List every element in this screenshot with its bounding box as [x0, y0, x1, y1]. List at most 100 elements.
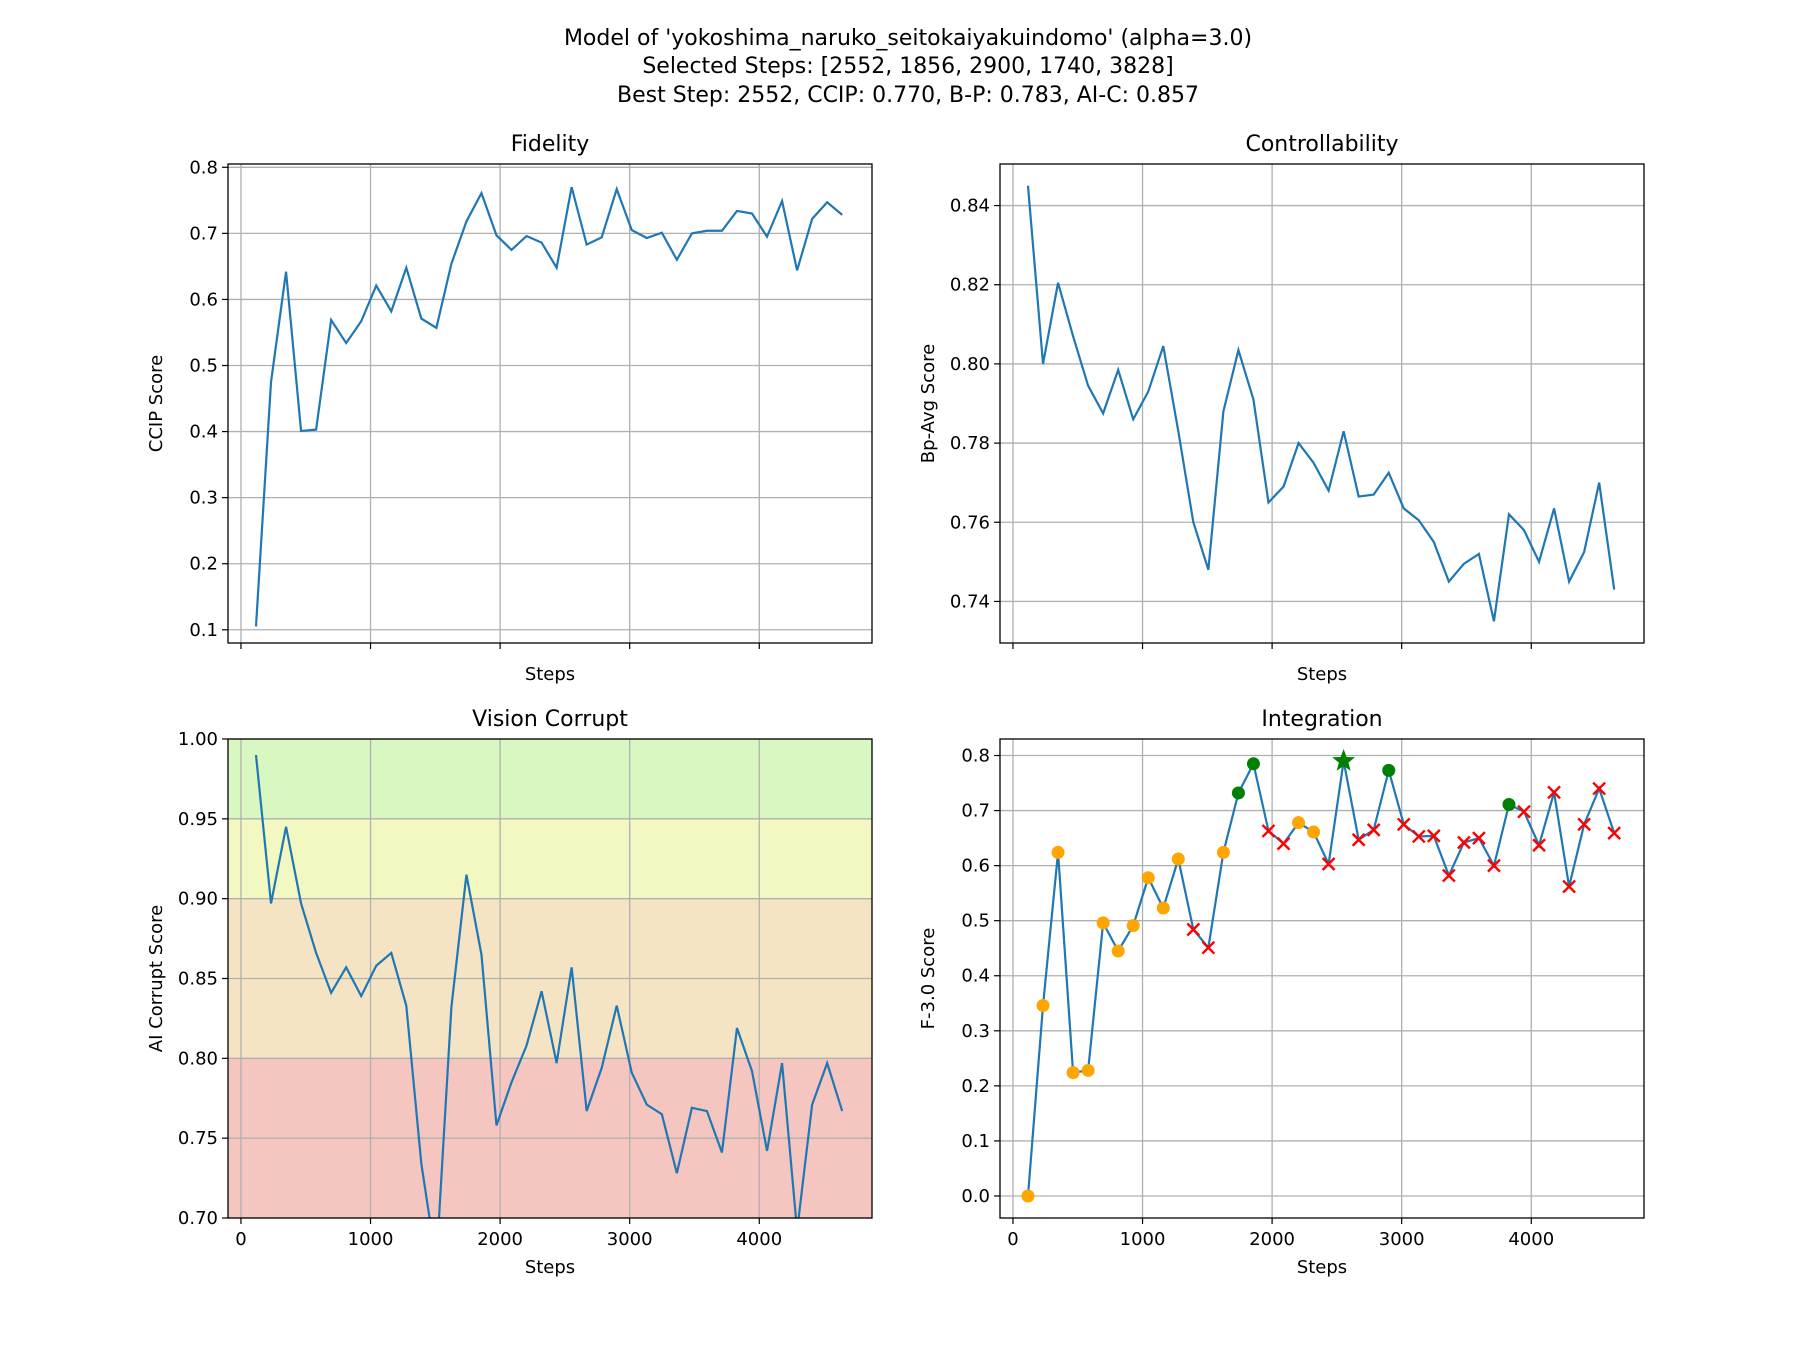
- figure-title-line-1: Model of 'yokoshima_naruko_seitokaiyakui…: [564, 26, 1252, 51]
- integration-cross-stroke-b-31: [1487, 858, 1501, 873]
- integration-cross-stroke-b-38: [1592, 781, 1607, 796]
- fidelity-ytick-label-1: 0.2: [189, 554, 218, 575]
- integration-cross-stroke-b-23: [1366, 822, 1381, 837]
- integration-cross-stroke-b-36: [1562, 879, 1576, 894]
- vision-corrupt-band-1: [228, 818, 872, 899]
- integration-point-cross-27: [1426, 829, 1441, 843]
- integration-point-cross-39: [1607, 826, 1622, 840]
- integration-xtick-label-0: 0: [1007, 1229, 1018, 1250]
- integration-ytick-label-7: 0.7: [961, 801, 990, 822]
- integration-point-dot-6: [1111, 944, 1125, 958]
- fidelity-ytick-label-4: 0.5: [189, 356, 218, 377]
- vision-corrupt-xtick-label-3: 3000: [607, 1229, 653, 1250]
- figure-title-line-3: Best Step: 2552, CCIP: 0.770, B-P: 0.783…: [617, 83, 1199, 108]
- controllability-chart: 0.74 0.76 0.78 0.80 0.82 0.84 Controllability S…: [918, 132, 1645, 685]
- integration-cross-stroke-b-22: [1351, 832, 1366, 847]
- integration-point-dot-9: [1156, 901, 1170, 915]
- vision-corrupt-xtick-label-4: 4000: [736, 1229, 782, 1250]
- integration-point-selected-32: [1502, 798, 1516, 812]
- integration-point-cross-17: [1276, 836, 1291, 851]
- integration-point-cross-23: [1366, 822, 1381, 837]
- controllability-ytick-label-2: 0.78: [950, 433, 990, 454]
- integration-point-selected-15: [1246, 757, 1260, 771]
- integration-point-cross-20: [1321, 857, 1336, 871]
- integration-ylabel: F-3.0 Score: [918, 928, 939, 1030]
- charts-container: 0.1 0.2 0.3 0.4 0.5 0.6 0.7 0.8 Fidelity Steps CCI…: [146, 132, 1645, 1278]
- fidelity-ytick-label-0: 0.1: [189, 620, 218, 641]
- integration-point-cross-34: [1532, 838, 1546, 853]
- fidelity-ylabel: CCIP Score: [146, 355, 167, 452]
- vision-corrupt-xtick-label-2: 2000: [477, 1229, 523, 1250]
- integration-xtick-label-2: 2000: [1249, 1229, 1295, 1250]
- integration-point-dot-4: [1081, 1063, 1095, 1077]
- integration-point-cross-31: [1487, 858, 1501, 873]
- integration-ytick-label-0: 0.0: [961, 1186, 990, 1207]
- integration-point-selected-14: [1231, 786, 1245, 800]
- integration-point-cross-28: [1442, 868, 1456, 883]
- integration-point-cross-16: [1261, 824, 1276, 838]
- integration-ytick-label-8: 0.8: [961, 746, 990, 767]
- integration-point-dot-1: [1036, 998, 1050, 1012]
- integration-point-dot-2: [1051, 845, 1065, 859]
- integration-ytick-label-5: 0.5: [961, 911, 990, 932]
- integration-point-cross-36: [1562, 879, 1576, 894]
- integration-point-cross-22: [1351, 832, 1366, 847]
- integration-point-dot-18: [1292, 816, 1306, 830]
- integration-cross-stroke-b-25: [1396, 817, 1411, 832]
- integration-xtick-label-4: 4000: [1508, 1229, 1554, 1250]
- fidelity-axes-frame: [227, 163, 873, 644]
- vision-corrupt-ytick-label-0: 0.70: [178, 1208, 218, 1229]
- integration-xlabel: Steps: [1297, 1257, 1347, 1278]
- controllability-ytick-label-1: 0.76: [950, 512, 990, 533]
- vision-corrupt-xtick-label-1: 1000: [348, 1229, 394, 1250]
- integration-point-cross-25: [1396, 817, 1411, 832]
- integration-xtick-label-1: 1000: [1120, 1229, 1166, 1250]
- integration-cross-stroke-b-20: [1321, 857, 1336, 871]
- controllability-ytick-label-3: 0.80: [950, 354, 990, 375]
- integration-series-line: [1026, 760, 1616, 1197]
- vision-corrupt-chart: 0 1000 2000 3000 4000 0.70 0.75 0.80 0.85 0.90 0.9…: [146, 707, 873, 1278]
- integration-point-cross-37: [1577, 817, 1591, 832]
- controllability-ytick-label-4: 0.82: [950, 275, 990, 296]
- integration-ytick-label-4: 0.4: [961, 966, 990, 987]
- integration-point-dot-13: [1216, 845, 1230, 859]
- integration-point-best-star: [1332, 749, 1356, 771]
- integration-cross-stroke-b-17: [1276, 836, 1291, 851]
- fidelity-chart: 0.1 0.2 0.3 0.4 0.5 0.6 0.7 0.8 Fidelity Steps CCI…: [146, 132, 873, 685]
- integration-cross-stroke-b-34: [1532, 838, 1546, 853]
- vision-corrupt-ytick-label-6: 1.00: [178, 729, 218, 750]
- integration-point-cross-38: [1592, 781, 1607, 796]
- integration-point-cross-26: [1411, 829, 1426, 844]
- integration-point-cross-11: [1186, 922, 1201, 937]
- controllability-xlabel: Steps: [1297, 664, 1347, 685]
- integration-point-selected-24: [1382, 763, 1396, 777]
- integration-cross-stroke-b-28: [1442, 868, 1456, 883]
- vision-corrupt-ytick-label-1: 0.75: [178, 1128, 218, 1149]
- fidelity-xlabel: Steps: [525, 664, 575, 685]
- fidelity-ytick-label-5: 0.6: [189, 289, 218, 310]
- vision-corrupt-title: Vision Corrupt: [472, 707, 628, 732]
- vision-corrupt-ytick-label-4: 0.90: [178, 889, 218, 910]
- integration-cross-stroke-b-12: [1201, 940, 1216, 955]
- integration-cross-stroke-b-29: [1457, 835, 1471, 850]
- integration-ytick-label-3: 0.3: [961, 1021, 990, 1042]
- controllability-series-line: [1026, 185, 1616, 622]
- integration-cross-stroke-b-35: [1547, 785, 1561, 800]
- vision-corrupt-ytick-label-3: 0.85: [178, 969, 218, 990]
- integration-cross-stroke-b-33: [1517, 804, 1531, 819]
- integration-point-cross-30: [1472, 831, 1486, 845]
- controllability-ytick-label-5: 0.84: [950, 196, 990, 217]
- integration-point-cross-12: [1201, 940, 1216, 955]
- integration-point-cross-29: [1457, 835, 1471, 850]
- integration-ytick-label-2: 0.2: [961, 1076, 990, 1097]
- fidelity-ytick-label-6: 0.7: [189, 223, 218, 244]
- integration-cross-stroke-b-30: [1472, 831, 1486, 845]
- controllability-ylabel: Bp-Avg Score: [918, 344, 939, 463]
- integration-cross-stroke-b-16: [1261, 824, 1276, 838]
- fidelity-ytick-label-7: 0.8: [189, 157, 218, 178]
- integration-axes-frame: [999, 738, 1645, 1219]
- integration-title: Integration: [1261, 707, 1382, 732]
- integration-xtick-label-3: 3000: [1379, 1229, 1425, 1250]
- integration-ytick-label-6: 0.6: [961, 856, 990, 877]
